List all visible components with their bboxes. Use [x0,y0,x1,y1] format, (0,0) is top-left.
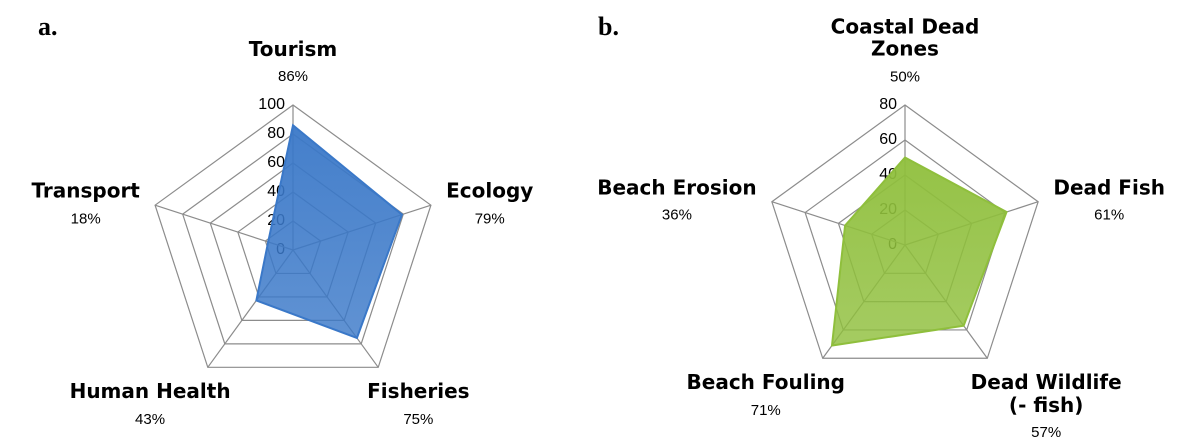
value-label: 61% [1094,206,1125,224]
category-label: Beach Fouling [686,370,845,395]
value-label: 50% [889,68,921,86]
grid-line [154,104,432,368]
value-label: 18% [70,210,101,228]
axis-label: Beach Erosion 36% [597,176,756,227]
category-label: Dead Fish [1053,175,1165,200]
value-label: 36% [661,206,692,224]
category-label: Human Health [69,379,231,404]
category-label: Ecology [446,178,534,203]
value-label: 79% [474,210,505,228]
axis-label: Human Health 43% [70,380,231,431]
axis-label: Dead Fish 61% [1053,176,1165,227]
axis-label: Fisheries 75% [367,380,469,431]
panel-label: b. [598,12,619,41]
category-label: Fisheries [367,379,470,404]
y-tick-label: 60 [879,131,897,148]
value-label: 71% [750,401,781,419]
category-label: Dead Wildlife (- fish) [970,370,1122,417]
panel-label: a. [38,12,58,41]
value-label: 75% [403,410,434,428]
axis-label: Coastal Dead Zones 50% [823,16,988,89]
axis-label: Beach Fouling 71% [687,371,845,422]
radar-area [255,123,404,340]
y-tick-label: 100 [258,96,285,113]
axis-label: Transport 18% [31,178,140,231]
value-label: 43% [135,410,166,428]
value-label: 86% [277,68,309,86]
value-label: 57% [1031,423,1062,438]
grid-line [771,104,1039,359]
category-label: Coastal Dead Zones [830,14,980,62]
axis-label: Tourism 86% [249,38,337,89]
radar-area [830,156,1008,347]
category-label: Beach Erosion [597,175,757,200]
axis-label: Ecology 79% [446,178,534,231]
axis-label: Dead Wildlife (- fish) 57% [964,371,1129,438]
category-label: Transport [31,178,140,203]
category-label: Tourism [248,37,338,62]
y-tick-label: 60 [267,154,285,171]
y-tick-label: 80 [879,96,897,113]
y-tick-label: 80 [267,125,285,142]
